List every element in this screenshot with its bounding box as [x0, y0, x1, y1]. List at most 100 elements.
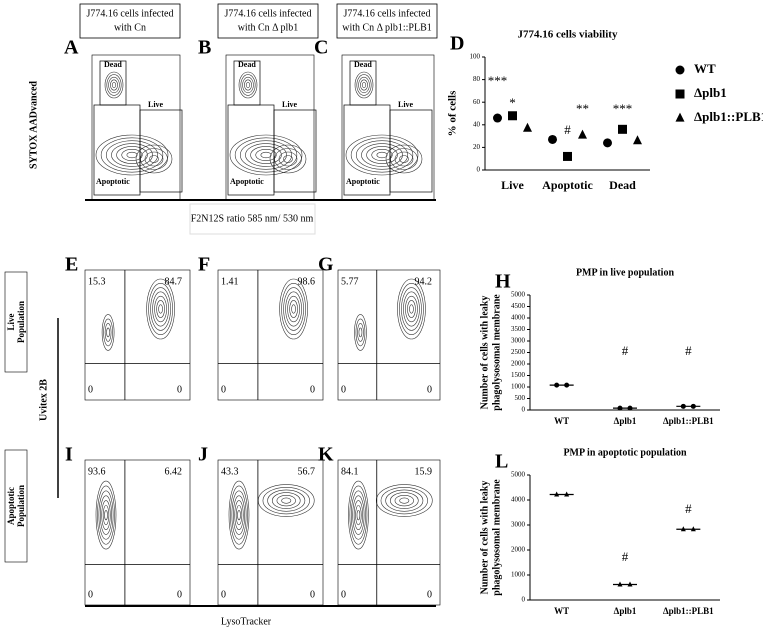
contour	[229, 134, 303, 176]
gate	[389, 109, 433, 193]
quadrant-value: 0	[341, 384, 346, 395]
contour	[354, 71, 374, 99]
panel-letter: I	[65, 444, 73, 466]
legend-label: WT	[694, 61, 716, 76]
contour	[371, 148, 393, 162]
panel-letter: J	[198, 444, 208, 466]
contour	[281, 282, 306, 336]
contour	[105, 140, 159, 170]
y-tick-label: 0	[522, 596, 526, 604]
contour	[399, 497, 410, 504]
contour	[228, 480, 250, 550]
contour	[399, 155, 409, 163]
panel-letter: L	[495, 451, 508, 473]
x-tick-label: Δplb1::PLB1	[663, 416, 714, 426]
quadrant-value: 15.3	[88, 276, 106, 287]
marker	[627, 581, 633, 587]
marker	[554, 491, 560, 497]
chart-title: PMP in apoptotic population	[563, 447, 687, 458]
contour	[353, 500, 363, 530]
contour	[357, 323, 364, 342]
marker	[675, 112, 685, 122]
contour	[121, 148, 143, 162]
quadrant-value: 5.77	[341, 276, 359, 287]
contour	[150, 287, 171, 331]
panel-letter: E	[65, 254, 78, 276]
marker	[627, 405, 633, 411]
contour	[104, 71, 124, 99]
contour	[156, 300, 165, 318]
label-box	[4, 271, 28, 373]
row-label: Population	[16, 301, 26, 343]
contour	[103, 318, 113, 347]
legend-label: Δplb1	[694, 85, 727, 100]
gate-label: Dead	[104, 60, 122, 69]
y-tick-label: 2500	[511, 348, 526, 356]
x-tick-label: Δplb1::PLB1	[663, 606, 714, 616]
x-tick-label: Dead	[609, 178, 636, 192]
marker	[564, 382, 570, 388]
quadrant-value: 1.41	[221, 276, 239, 287]
x-tick-label: Δplb1	[614, 606, 637, 616]
contour	[356, 74, 372, 96]
quadrant-value: 84.1	[341, 466, 359, 477]
header-text: with Cn Δ plb1	[238, 22, 299, 33]
quadrant-value: 43.3	[221, 466, 239, 477]
contour	[111, 143, 153, 167]
contour	[99, 495, 113, 535]
y-axis-label: phagolysosomal membrane	[491, 294, 502, 411]
gate	[343, 104, 391, 196]
y-tick-label: 4000	[511, 314, 526, 322]
label-box	[189, 203, 316, 235]
gate	[227, 104, 275, 196]
contour	[287, 295, 300, 323]
contour	[283, 287, 304, 331]
contour	[101, 500, 111, 530]
contour	[95, 134, 169, 176]
panel-letter: K	[318, 444, 334, 466]
contour	[397, 278, 426, 340]
gate-label: Dead	[238, 60, 256, 69]
contour	[255, 148, 277, 162]
contour	[111, 82, 117, 88]
x-tick-label: WT	[554, 606, 569, 616]
y-axis-label: Number of cells with leaky	[479, 481, 490, 595]
contour	[289, 300, 298, 318]
x-tick-label: Δplb1	[614, 416, 637, 426]
quadrant-value: 15.9	[415, 466, 433, 477]
contour	[399, 282, 424, 336]
plot-frame	[84, 269, 191, 401]
y-tick-label: 80	[473, 75, 481, 83]
panel-letter: C	[314, 37, 328, 59]
contour	[355, 140, 409, 170]
quadrant-value: 0	[177, 589, 182, 600]
quadrant-value: 0	[88, 589, 93, 600]
contour	[407, 300, 416, 318]
y-tick-label: 20	[473, 143, 481, 151]
label-box	[4, 449, 28, 563]
row-label: Population	[16, 485, 26, 527]
y-tick-label: 1000	[511, 571, 526, 579]
contour	[375, 484, 433, 517]
contour	[149, 155, 159, 163]
header-box	[79, 3, 181, 39]
contour	[231, 490, 247, 540]
side-label: Uvitex 2B	[38, 379, 49, 421]
contour	[237, 509, 241, 521]
quadrant-value: 0	[341, 589, 346, 600]
quadrant-value: 0	[88, 384, 93, 395]
contour	[104, 509, 108, 521]
contour	[355, 505, 362, 526]
y-tick-label: 5000	[511, 291, 526, 299]
contour	[278, 151, 298, 167]
contour	[262, 486, 310, 515]
row-label: Live	[6, 313, 16, 330]
y-axis-label: Number of cells with leaky	[479, 296, 490, 410]
contour	[238, 71, 258, 99]
marker	[633, 135, 642, 145]
y-tick-label: 1000	[511, 383, 526, 391]
contour	[355, 318, 366, 347]
contour	[361, 143, 403, 167]
contour	[276, 494, 296, 507]
